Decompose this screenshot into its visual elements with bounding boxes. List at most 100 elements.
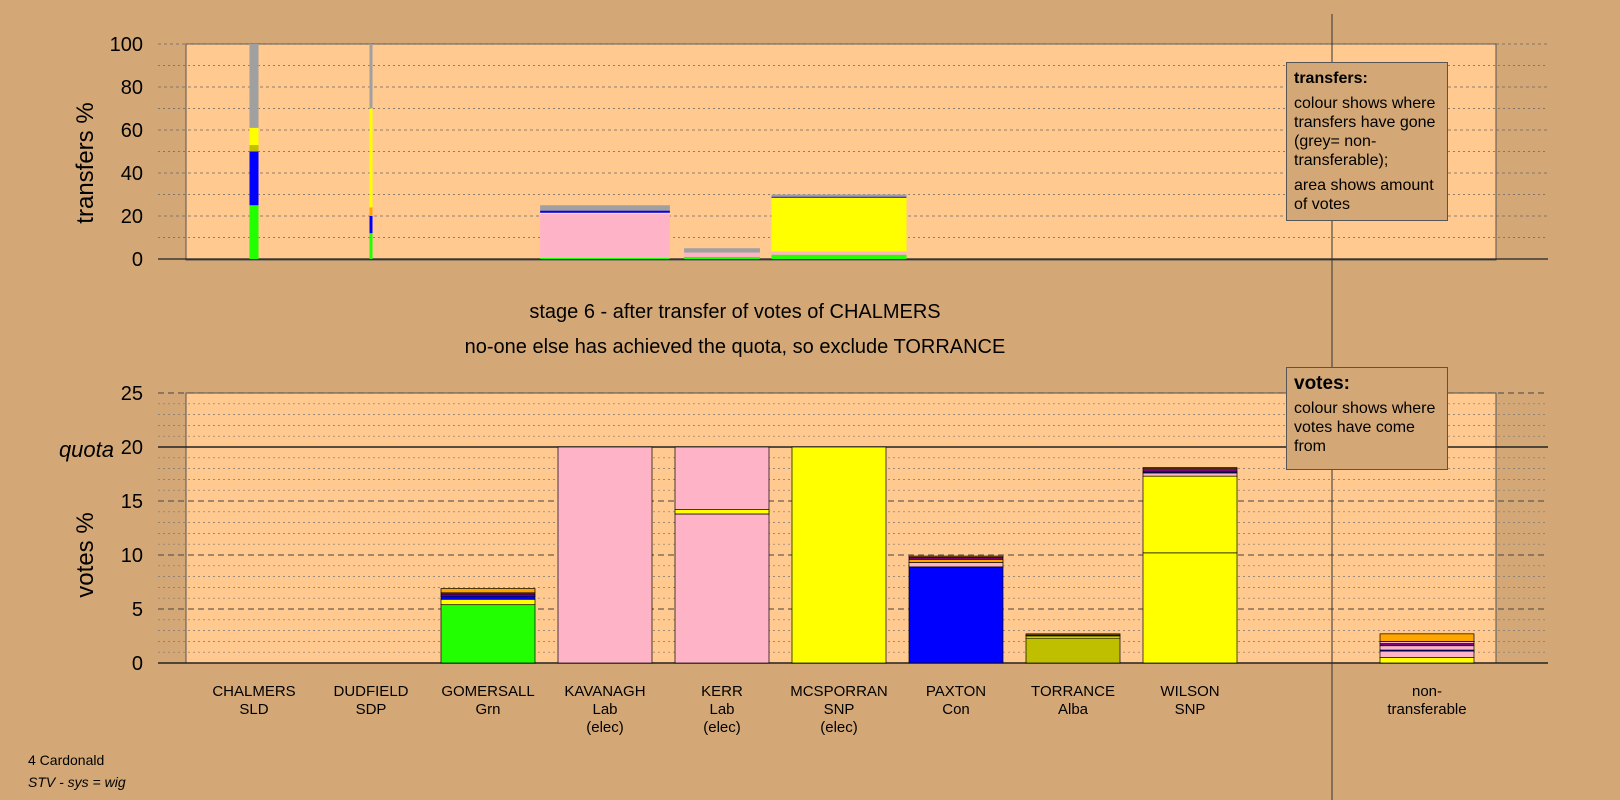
candidate-party-label: SNP: [824, 701, 855, 718]
dudfield-transfer-segment: [369, 233, 373, 259]
gomersall-vote-segment: [440, 588, 536, 594]
nontransferable-vote-segment: [1379, 645, 1475, 651]
candidate-party-label: SNP: [1175, 701, 1206, 718]
torrance-vote-segment: [1025, 633, 1121, 636]
nontransferable-votes-bar: [1379, 633, 1475, 664]
candidate-name-label: MCSPORRAN: [790, 683, 888, 700]
kerr-votes-bar: [674, 446, 770, 664]
candidate-party-label: SDP: [356, 701, 387, 718]
paxton-vote-segment: [908, 555, 1004, 558]
top-tick-label: 20: [121, 206, 143, 228]
torrance-vote-segment: [1025, 637, 1121, 664]
top-tick-label: 60: [121, 120, 143, 142]
kavanagh-votes-bar: [557, 446, 653, 664]
nontransferable-label: non-: [1412, 683, 1442, 700]
candidate-name-label: CHALMERS: [212, 683, 295, 700]
wilson-vote-segment: [1142, 467, 1238, 469]
wilson-vote-segment: [1142, 475, 1238, 554]
top-ylabel: transfers %: [72, 102, 99, 223]
wilson-vote-segment: [1142, 468, 1238, 473]
bottom-tick-label: 20: [121, 437, 143, 459]
nontransferable-vote-segment: [1379, 650, 1475, 658]
footer-ward: 4 Cardonald: [28, 752, 105, 768]
chalmers-transfer-segment: [249, 151, 259, 206]
gomersall-vote-segment: [440, 598, 536, 606]
dudfield-transfer-segment: [369, 44, 373, 109]
footer-system: STV - sys = wig: [28, 774, 126, 790]
subtitle-line-2: no-one else has achieved the quota, so e…: [465, 336, 1006, 358]
mcsporran-vote-segment: [791, 446, 887, 664]
kerr-transfer-segment: [684, 256, 760, 259]
chalmers-transfers-bar: [249, 44, 259, 259]
legend-transfers-line1: colour shows where transfers have gone (…: [1294, 95, 1436, 169]
kavanagh-transfer-segment: [540, 212, 670, 214]
kavanagh-transfer-segment: [540, 210, 670, 213]
chalmers-transfer-segment: [249, 44, 259, 128]
candidate-status-label: (elec): [820, 719, 858, 736]
candidate-name-label: PAXTON: [926, 683, 986, 700]
dudfield-transfers-bar: [369, 44, 373, 259]
candidate-name-label: GOMERSALL: [441, 683, 534, 700]
kerr-transfer-segment: [684, 248, 760, 253]
wilson-vote-segment: [1142, 552, 1238, 664]
kerr-vote-segment: [674, 513, 770, 664]
bottom-tick-label: 10: [121, 545, 143, 567]
top-tick-label: 0: [132, 249, 143, 271]
mcsporran-votes-bar: [791, 446, 887, 664]
mcsporran-transfer-segment: [771, 196, 907, 198]
mcsporran-transfer-segment: [771, 197, 907, 252]
wilson-vote-segment: [1142, 472, 1238, 477]
dudfield-transfer-segment: [369, 108, 373, 208]
kerr-transfers-bar: [684, 248, 760, 259]
chalmers-transfer-segment: [249, 127, 259, 146]
chalmers-transfer-segment: [249, 205, 259, 259]
dudfield-transfer-segment: [369, 216, 373, 234]
nontransferable-vote-segment: [1379, 657, 1475, 664]
bottom-tick-label: 15: [121, 491, 143, 513]
mcsporran-transfer-segment: [771, 254, 907, 259]
paxton-votes-bar: [908, 555, 1004, 664]
mcsporran-transfer-segment: [771, 251, 907, 255]
quota-label: quota: [59, 437, 114, 462]
bottom-tick-label: 5: [132, 599, 143, 621]
candidate-party-label: Lab: [709, 701, 734, 718]
legend-transfers-line2: area shows amount of votes: [1294, 177, 1434, 213]
dudfield-transfer-segment: [369, 207, 373, 216]
candidate-name-label: WILSON: [1160, 683, 1219, 700]
gomersall-vote-segment: [440, 595, 536, 600]
paxton-vote-segment: [908, 566, 1004, 664]
legend-votes-line1: colour shows where votes have come from: [1294, 400, 1436, 455]
candidate-party-label: Alba: [1058, 701, 1089, 718]
top-tick-label: 80: [121, 77, 143, 99]
top-tick-label: 100: [110, 34, 143, 56]
torrance-votes-bar: [1025, 633, 1121, 664]
mcsporran-transfer-segment: [771, 194, 907, 197]
candidate-name-label: DUDFIELD: [333, 683, 408, 700]
nontransferable-vote-segment: [1379, 633, 1475, 642]
wilson-votes-bar: [1142, 467, 1238, 664]
candidate-party-label: SLD: [239, 701, 268, 718]
candidate-status-label: (elec): [703, 719, 741, 736]
chalmers-transfer-segment: [249, 145, 259, 152]
kavanagh-vote-segment: [557, 446, 653, 664]
candidate-name-label: KERR: [701, 683, 743, 700]
kerr-vote-segment: [674, 509, 770, 515]
paxton-vote-segment: [908, 558, 1004, 563]
subtitle-line-1: stage 6 - after transfer of votes of CHA…: [529, 301, 940, 323]
mcsporran-transfers-bar: [771, 194, 907, 259]
kerr-vote-segment: [674, 446, 770, 510]
gomersall-votes-bar: [440, 588, 536, 664]
gomersall-vote-segment: [440, 604, 536, 664]
legend-transfers-title: transfers:: [1294, 70, 1368, 87]
legend-votes: votes: colour shows where votes have com…: [1286, 367, 1448, 470]
paxton-vote-segment: [908, 562, 1004, 568]
legend-transfers: transfers: colour shows where transfers …: [1286, 62, 1448, 221]
candidate-name-label: KAVANAGH: [564, 683, 645, 700]
kavanagh-transfer-segment: [540, 213, 670, 258]
candidate-status-label: (elec): [586, 719, 624, 736]
candidate-party-label: Con: [942, 701, 970, 718]
kerr-transfer-segment: [684, 252, 760, 257]
bottom-tick-label: 25: [121, 383, 143, 405]
kavanagh-transfer-segment: [540, 257, 670, 259]
kavanagh-transfer-segment: [540, 205, 670, 211]
